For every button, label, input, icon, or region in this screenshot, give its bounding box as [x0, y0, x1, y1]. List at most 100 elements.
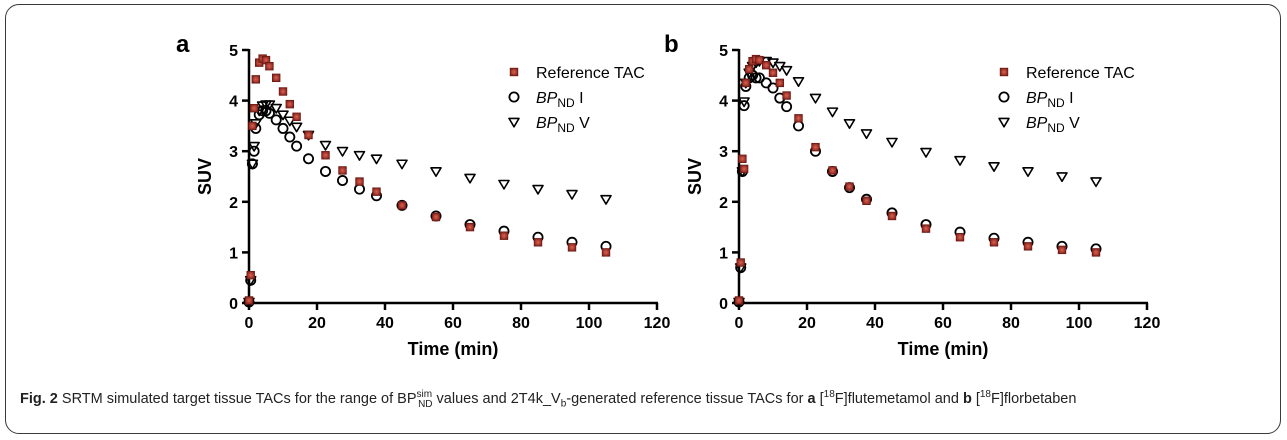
y-tick-label: 4	[229, 94, 238, 111]
series-circle	[243, 105, 612, 308]
data-point	[738, 154, 747, 163]
data-point	[248, 145, 260, 157]
legend-label: BPND I	[536, 90, 584, 110]
data-point	[1091, 248, 1101, 257]
data-point	[887, 211, 897, 221]
data-point	[601, 248, 611, 257]
data-point	[809, 93, 822, 104]
y-tick-label: 1	[229, 245, 238, 262]
caption-text-1: SRTM simulated target tissue TACs for th…	[57, 390, 417, 407]
x-tick-label: 0	[735, 315, 744, 332]
panel-a: 0 1 2 3 4 5 0 20 40 60 80 100 120 Time (min) SUV a Refer…	[176, 31, 670, 359]
x-tick-label: 80	[1002, 315, 1020, 332]
data-point	[755, 55, 764, 65]
x-tick-label: 60	[934, 315, 952, 332]
caption-bp-sup: sim	[416, 389, 433, 400]
y-tick-label: 3	[229, 144, 238, 161]
figure-frame	[5, 4, 1281, 434]
y-tick-label: 2	[229, 195, 238, 212]
legend-label: Reference TAC	[536, 65, 645, 82]
legend-marker	[508, 91, 520, 103]
y-tick-label: 0	[719, 296, 728, 313]
data-point	[291, 140, 303, 152]
data-point	[762, 60, 771, 70]
data-point	[989, 238, 999, 247]
x-tick-label: 80	[512, 315, 530, 332]
data-point	[464, 173, 476, 184]
legend-marker	[998, 91, 1010, 103]
data-point	[498, 179, 510, 190]
data-point	[741, 78, 750, 88]
legend-marker	[998, 117, 1010, 128]
data-point	[249, 103, 259, 113]
data-point	[826, 107, 839, 118]
caption-f18-sup-1: 18	[823, 389, 835, 400]
data-point	[277, 122, 289, 134]
data-point	[431, 212, 441, 222]
caption-f18-sup-2: 18	[979, 389, 991, 400]
data-point	[336, 146, 349, 157]
data-point	[321, 151, 330, 160]
figure-caption: Fig. 2 SRTM simulated target tissue TACs…	[20, 385, 1270, 414]
series-square	[734, 54, 1101, 305]
data-point	[370, 154, 383, 165]
data-point	[567, 243, 577, 252]
data-point	[355, 177, 364, 186]
data-point	[263, 107, 275, 119]
data-point	[845, 182, 854, 191]
data-point	[532, 184, 544, 195]
data-point	[734, 296, 744, 305]
y-tick-label: 0	[229, 296, 238, 313]
x-tick-label: 120	[1134, 315, 1161, 332]
caption-vb-sub: b	[560, 398, 567, 410]
panel-b: 0 1 2 3 4 5 0 20 40 60 80 100 120 Time (min) SUV b Refer…	[664, 31, 1160, 359]
data-point	[336, 175, 348, 187]
panel-label: b	[664, 31, 679, 58]
legend-label: BPND I	[1026, 90, 1074, 110]
x-tick-label: 20	[308, 315, 326, 332]
data-point	[739, 164, 749, 174]
x-tick-label: 100	[1066, 315, 1093, 332]
legend-label: BPND V	[1026, 115, 1080, 135]
data-point	[860, 129, 873, 140]
data-point	[499, 231, 509, 240]
data-point	[270, 114, 282, 126]
data-point	[248, 121, 257, 131]
data-point	[1090, 177, 1102, 188]
data-point	[1057, 245, 1067, 255]
data-point	[600, 194, 612, 205]
caption-text-3: -generated reference tissue TACs for	[566, 390, 808, 407]
legend-marker	[509, 67, 519, 77]
data-point	[292, 112, 301, 121]
data-point	[244, 296, 254, 305]
y-axis-title: SUV	[685, 158, 705, 195]
data-point	[533, 238, 543, 247]
data-point	[920, 147, 932, 158]
y-tick-label: 4	[719, 94, 728, 111]
data-point	[750, 72, 762, 84]
data-point	[396, 159, 408, 170]
data-point	[955, 233, 965, 242]
data-point	[767, 82, 779, 94]
x-tick-label: 100	[576, 315, 603, 332]
data-point	[954, 155, 966, 166]
data-point	[828, 166, 837, 175]
data-point	[372, 187, 381, 196]
data-point	[246, 158, 258, 170]
x-tick-label: 40	[866, 315, 884, 332]
x-tick-label: 40	[376, 315, 394, 332]
data-point	[768, 68, 778, 77]
data-point	[921, 224, 931, 233]
data-point	[753, 72, 765, 84]
legend-label: BPND V	[536, 115, 590, 135]
data-point	[277, 110, 289, 121]
caption-text-7: F]florbetaben	[990, 390, 1077, 407]
y-tick-label: 5	[719, 43, 728, 60]
legend-marker	[508, 117, 520, 128]
data-point	[265, 61, 274, 71]
data-point	[843, 118, 856, 129]
data-point	[278, 87, 288, 96]
y-tick-label: 5	[229, 43, 238, 60]
data-point	[886, 137, 898, 148]
